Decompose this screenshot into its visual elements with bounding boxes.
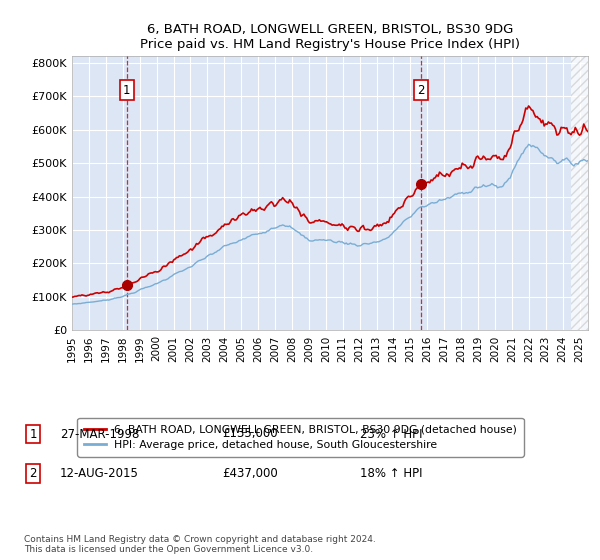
Legend: 6, BATH ROAD, LONGWELL GREEN, BRISTOL, BS30 9DG (detached house), HPI: Average p: 6, BATH ROAD, LONGWELL GREEN, BRISTOL, B…: [77, 418, 524, 456]
Title: 6, BATH ROAD, LONGWELL GREEN, BRISTOL, BS30 9DG
Price paid vs. HM Land Registry': 6, BATH ROAD, LONGWELL GREEN, BRISTOL, B…: [140, 22, 520, 50]
Text: 2: 2: [29, 466, 37, 480]
Bar: [571, 56, 588, 330]
Text: 12-AUG-2015: 12-AUG-2015: [60, 466, 139, 480]
Text: 23% ↑ HPI: 23% ↑ HPI: [360, 427, 422, 441]
Text: Contains HM Land Registry data © Crown copyright and database right 2024.
This d: Contains HM Land Registry data © Crown c…: [24, 535, 376, 554]
Text: 1: 1: [29, 427, 37, 441]
Text: £437,000: £437,000: [222, 466, 278, 480]
Text: 27-MAR-1998: 27-MAR-1998: [60, 427, 139, 441]
Text: 1: 1: [123, 84, 130, 97]
Text: £135,000: £135,000: [222, 427, 278, 441]
Text: 2: 2: [417, 84, 425, 97]
Text: 18% ↑ HPI: 18% ↑ HPI: [360, 466, 422, 480]
